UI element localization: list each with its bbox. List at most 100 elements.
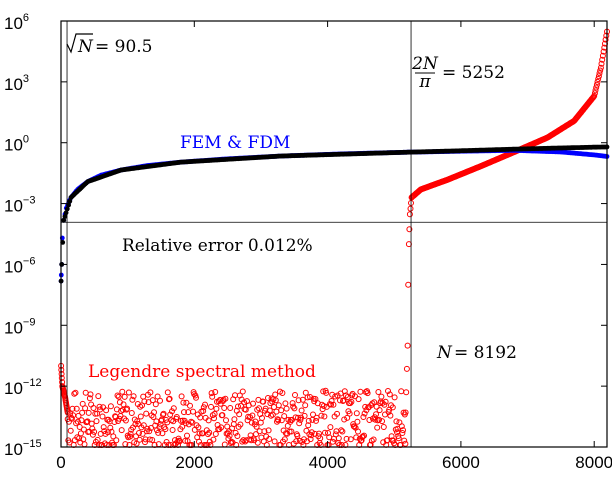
- axes: 0 2000 4000 6000 8000 10−15 10−12 10−9 10−6 10−3 1…: [4, 12, 612, 472]
- data-point: [603, 32, 610, 39]
- data-point: [321, 413, 328, 420]
- y-tick-label: 10−9: [4, 316, 35, 337]
- data-point: [341, 416, 348, 423]
- y-tick-label: 10−15: [4, 438, 42, 459]
- data-point: [73, 405, 80, 412]
- data-point: [134, 418, 141, 425]
- data-point: [399, 430, 406, 436]
- data-point: [347, 400, 354, 407]
- data-point: [239, 388, 246, 395]
- data-point: [129, 396, 136, 403]
- data-point: [242, 406, 249, 413]
- sqrt-n-var: N: [77, 37, 94, 57]
- data-point: [136, 436, 143, 443]
- data-point: [89, 431, 96, 438]
- data-point: [62, 214, 68, 219]
- data-point: [80, 426, 87, 433]
- data-point: [162, 426, 169, 433]
- data-point: [265, 395, 271, 401]
- data-point: [133, 440, 140, 447]
- data-point: [94, 410, 101, 417]
- data-point: [238, 402, 244, 409]
- data-point: [202, 401, 208, 408]
- data-point: [208, 403, 214, 410]
- series-2: [58, 28, 610, 448]
- data-point: [265, 427, 272, 434]
- data-point: [358, 437, 365, 444]
- data-point: [180, 399, 187, 406]
- fem-fdm-label: FEM & FDM: [180, 133, 290, 153]
- data-point: [146, 436, 153, 443]
- data-point: [362, 403, 369, 410]
- data-point: [602, 36, 609, 43]
- data-point: [288, 428, 295, 435]
- data-point: [184, 432, 190, 439]
- data-point: [230, 421, 237, 428]
- data-point: [86, 395, 93, 402]
- data-point: [139, 430, 146, 437]
- data-point: [133, 433, 139, 440]
- data-point: [296, 420, 303, 427]
- y-tick-label: 100: [4, 134, 29, 155]
- data-point: [592, 87, 599, 94]
- data-point: [406, 226, 413, 233]
- data-point: [143, 428, 150, 435]
- data-point: [361, 432, 367, 439]
- data-point: [295, 397, 302, 404]
- data-point: [256, 428, 263, 435]
- data-point: [147, 389, 154, 396]
- data-point: [298, 407, 305, 414]
- data-point: [164, 389, 171, 396]
- data-point: [107, 424, 114, 431]
- data-point: [221, 405, 228, 411]
- data-point: [375, 389, 382, 395]
- data-point: [343, 392, 349, 399]
- data-point: [600, 48, 607, 55]
- fraction-numerator: 2N: [411, 54, 439, 74]
- data-point: [373, 403, 380, 410]
- data-point: [89, 425, 96, 432]
- data-point: [76, 424, 83, 430]
- data-point: [271, 438, 278, 445]
- data-point: [114, 392, 121, 399]
- data-point: [283, 405, 290, 412]
- data-point: [332, 431, 339, 438]
- data-point: [137, 413, 144, 420]
- data-point: [393, 418, 400, 425]
- data-point: [272, 391, 279, 398]
- data-point: [354, 418, 361, 425]
- data-point: [176, 437, 183, 444]
- data-point: [360, 414, 367, 420]
- data-point: [373, 411, 379, 418]
- data-point: [105, 416, 112, 423]
- data-point: [196, 430, 203, 437]
- data-point: [101, 428, 108, 435]
- data-point: [87, 391, 94, 398]
- data-point: [67, 427, 74, 434]
- data-point: [100, 424, 107, 431]
- data-point: [225, 435, 232, 442]
- data-point: [292, 392, 298, 398]
- data-point: [598, 60, 605, 67]
- data-point: [223, 417, 229, 424]
- data-point: [330, 401, 337, 408]
- data-point: [381, 401, 388, 408]
- data-point: [127, 430, 134, 437]
- data-point: [317, 435, 324, 442]
- data-point: [190, 408, 196, 415]
- data-point: [135, 421, 142, 427]
- data-point: [304, 394, 311, 401]
- data-point: [398, 388, 405, 395]
- n-var: N: [436, 343, 453, 363]
- data-point: [151, 409, 157, 416]
- data-point: [378, 393, 385, 400]
- data-point: [279, 390, 286, 396]
- data-point: [170, 405, 177, 412]
- data-point: [355, 428, 361, 435]
- data-point: [294, 432, 301, 439]
- data-point: [81, 441, 88, 448]
- sqrt-n-value: = 90.5: [95, 37, 153, 57]
- data-point: [142, 436, 149, 443]
- data-point: [212, 389, 219, 395]
- data-point: [340, 398, 346, 404]
